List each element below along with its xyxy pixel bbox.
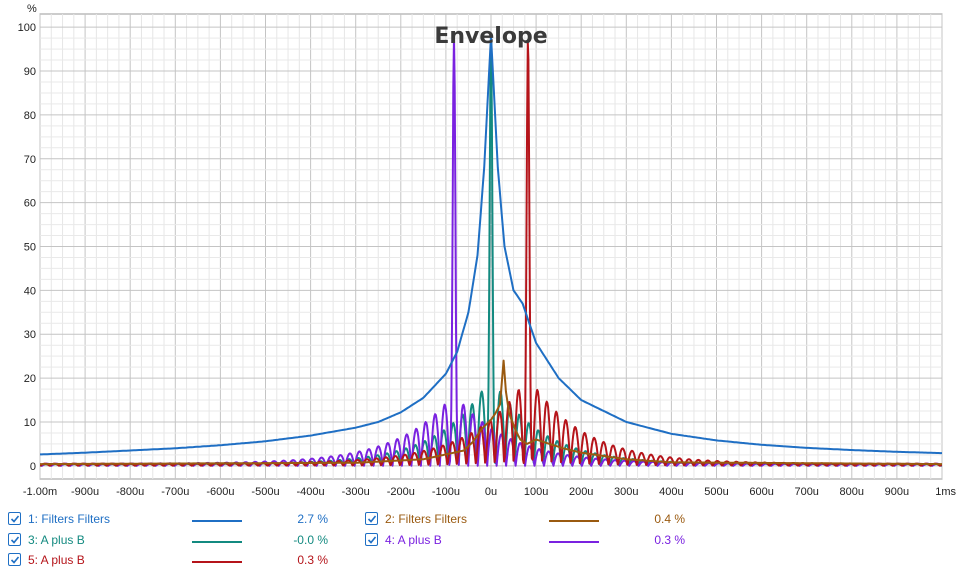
legend-value: -0.0 %: [293, 533, 328, 547]
checkbox-icon[interactable]: [365, 533, 378, 546]
legend-label: 3: A plus B: [28, 533, 85, 547]
legend-label: 4: A plus B: [385, 533, 442, 547]
x-tick-label: -800u: [116, 486, 144, 498]
x-axis: -1.00m -900u -800u -700u -600u -500u -400u -300…: [23, 486, 957, 498]
x-tick-label: -400u: [297, 486, 325, 498]
x-tick-label: 700u: [794, 486, 818, 498]
x-tick-label: -500u: [251, 486, 279, 498]
checkbox-icon[interactable]: [365, 512, 378, 525]
legend-value: 0.4 %: [654, 512, 685, 526]
y-tick-label: 60: [24, 198, 36, 210]
x-tick-label: -900u: [71, 486, 99, 498]
series-line-1: [40, 34, 942, 456]
y-tick-label: 80: [24, 110, 36, 122]
y-tick-label: 30: [24, 329, 36, 341]
checkbox-icon[interactable]: [8, 512, 21, 525]
legend-label: 1: Filters Filters: [28, 512, 111, 526]
legend-item-2[interactable]: 2: Filters Filters 0.4 %: [365, 510, 695, 530]
x-tick-label: 600u: [749, 486, 773, 498]
legend-label: 5: A plus B: [28, 553, 85, 567]
legend-swatch: [192, 561, 242, 563]
y-tick-label: 40: [24, 285, 36, 297]
y-tick-label: 100: [18, 22, 36, 34]
y-tick-label: 70: [24, 154, 36, 166]
checkbox-icon[interactable]: [8, 553, 21, 566]
x-tick-label: -700u: [161, 486, 189, 498]
y-tick-label: 10: [24, 417, 36, 429]
y-axis-unit: %: [27, 3, 37, 15]
x-tick-label: 400u: [659, 486, 683, 498]
x-tick-label: -300u: [342, 486, 370, 498]
legend-item-4[interactable]: 4: A plus B 0.3 %: [365, 531, 695, 551]
x-tick-label: 300u: [614, 486, 638, 498]
x-tick-label: 0u: [485, 486, 497, 498]
x-tick-label: 100u: [524, 486, 548, 498]
legend-swatch: [192, 520, 242, 522]
y-tick-label: 50: [24, 242, 36, 254]
y-tick-label: 0: [30, 461, 36, 473]
x-tick-label: -100u: [432, 486, 460, 498]
x-tick-label: -200u: [387, 486, 415, 498]
legend-value: 2.7 %: [297, 512, 328, 526]
legend-swatch: [549, 541, 599, 543]
legend-item-3[interactable]: 3: A plus B -0.0 %: [8, 531, 338, 551]
legend-swatch: [192, 541, 242, 543]
x-tick-label: 900u: [885, 486, 909, 498]
x-tick-label: 500u: [704, 486, 728, 498]
series-line-2: [40, 359, 942, 466]
y-tick-label: 90: [24, 66, 36, 78]
y-axis: 0 10 20 30 40 50 60 70 80 90 100: [18, 22, 36, 473]
legend-value: 0.3 %: [654, 533, 685, 547]
legend-label: 2: Filters Filters: [385, 512, 468, 526]
y-tick-label: 20: [24, 373, 36, 385]
checkbox-icon[interactable]: [8, 533, 21, 546]
x-tick-label: 800u: [840, 486, 864, 498]
chart-series: [40, 34, 942, 467]
x-tick-label: 200u: [569, 486, 593, 498]
x-tick-label: 1ms: [935, 486, 956, 498]
x-tick-label: -1.00m: [23, 486, 57, 498]
legend-swatch: [549, 520, 599, 522]
x-tick-label: -600u: [206, 486, 234, 498]
legend-item-5[interactable]: 5: A plus B 0.3 %: [8, 551, 338, 571]
legend-item-1[interactable]: 1: Filters Filters 2.7 %: [8, 510, 338, 530]
legend-value: 0.3 %: [297, 553, 328, 567]
legend: 1: Filters Filters 2.7 % 2: Filters Filt…: [0, 505, 964, 571]
chart-title: Envelope: [434, 24, 547, 49]
